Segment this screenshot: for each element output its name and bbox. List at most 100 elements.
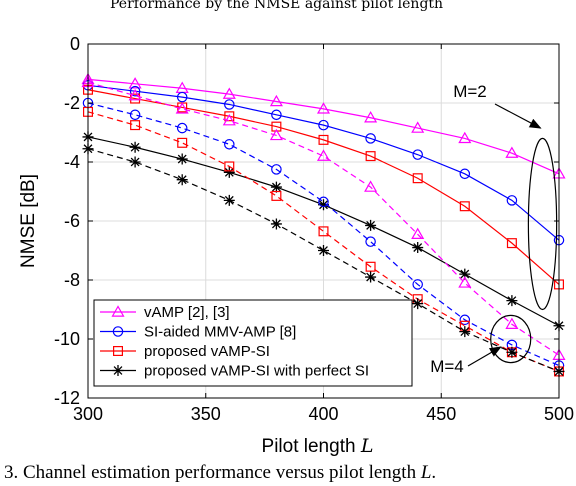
annotations: M=2 M=4 [430, 82, 558, 376]
data-point [459, 168, 471, 180]
data-point [318, 119, 329, 131]
legend-item: SI-aided MMV-AMP [8] [100, 324, 296, 341]
data-point [505, 146, 519, 158]
data-point [412, 298, 424, 310]
ellipse-m2 [527, 137, 558, 311]
top-cut-text: Performance by the NMSE against pilot le… [110, 0, 443, 12]
data-point [270, 218, 282, 230]
data-point [271, 109, 282, 121]
series-6-M4 [82, 97, 565, 371]
data-point [128, 88, 142, 101]
legend-marker [112, 346, 123, 357]
series-5-M4 [81, 75, 566, 360]
data-point [458, 276, 472, 288]
data-point [269, 128, 283, 141]
caption-text: 3. Channel estimation performance versus… [4, 462, 421, 483]
data-point [365, 133, 376, 144]
data-point [459, 268, 471, 280]
x-tick-label: 350 [191, 404, 221, 424]
data-point [365, 261, 376, 272]
x-tick-label: 400 [308, 404, 338, 424]
data-point [271, 164, 282, 175]
data-point [222, 87, 236, 99]
x-axis-label: Pilot length L [262, 435, 374, 457]
data-point [459, 326, 471, 338]
data-point [506, 238, 517, 249]
series-layer [81, 72, 566, 377]
data-point [506, 195, 518, 206]
series-line [87, 84, 560, 241]
x-label-text: Pilot length [262, 436, 361, 457]
legend-label: SI-aided MMV-AMP [8] [144, 324, 296, 341]
legend-box [93, 299, 413, 387]
legend-marker [112, 365, 124, 376]
series-7-M4 [82, 106, 564, 377]
x-label-var: L [360, 435, 374, 457]
data-point [459, 314, 471, 326]
legend-marker [111, 305, 125, 317]
data-point [129, 141, 141, 153]
legend-item: vAMP [2], [3] [100, 304, 230, 321]
data-point [458, 131, 472, 144]
data-point [365, 219, 377, 231]
series-line [87, 81, 560, 356]
data-point [224, 161, 235, 172]
data-point [364, 180, 378, 192]
data-point [316, 149, 331, 161]
data-point [224, 111, 235, 122]
data-point [270, 181, 282, 193]
legend-item: proposed vAMP-SI [100, 343, 270, 360]
x-tick-label: 500 [544, 404, 574, 424]
data-point [269, 94, 283, 107]
x-tick-label: 450 [426, 404, 456, 424]
ellipse-m4 [490, 314, 532, 364]
y-tick-label: -10 [54, 329, 80, 349]
data-point [505, 317, 519, 329]
data-point [222, 113, 236, 126]
x-tick-label: 300 [73, 404, 103, 424]
legend-item: proposed vAMP-SI with perfect SI [100, 363, 369, 380]
data-point [223, 194, 235, 206]
data-point [175, 102, 189, 114]
legend-label: vAMP [2], [3] [144, 304, 230, 321]
y-tick-label: 0 [70, 34, 80, 54]
data-point [412, 279, 423, 290]
series-line [87, 78, 560, 175]
data-point [365, 151, 376, 162]
data-point [176, 91, 188, 103]
caption-end: . [431, 462, 436, 483]
data-point [318, 134, 329, 145]
data-point [459, 201, 470, 212]
axis-ticks: 300 350 400 450 500 0 -2 -4 -6 -8 -10 -12 [54, 34, 574, 424]
data-point [316, 102, 331, 114]
data-point [365, 271, 377, 283]
data-point [411, 227, 425, 239]
data-point [129, 109, 141, 121]
legend-marker [112, 326, 124, 337]
data-point [318, 226, 329, 237]
data-point [176, 122, 188, 134]
series-line [87, 111, 560, 373]
data-point [412, 149, 423, 160]
arrow-m2 [494, 103, 542, 129]
data-point [318, 245, 329, 256]
y-tick-label: -2 [64, 93, 80, 113]
figure-caption: 3. Channel estimation performance versus… [4, 462, 436, 483]
y-tick-label: -8 [64, 270, 80, 290]
label-m4: M=4 [430, 357, 464, 376]
series-line [87, 148, 560, 373]
y-tick-label: -6 [64, 211, 80, 231]
data-point [318, 199, 329, 211]
data-point [130, 120, 141, 131]
series-line [87, 102, 560, 367]
data-point [224, 139, 235, 150]
y-axis-label: NMSE [dB] [18, 174, 39, 268]
data-point [411, 121, 425, 133]
data-point [506, 295, 518, 307]
data-point [506, 346, 518, 358]
series-8-M4 [82, 143, 565, 377]
legend-label: proposed vAMP-SI with perfect SI [144, 363, 369, 380]
data-point [176, 174, 188, 186]
